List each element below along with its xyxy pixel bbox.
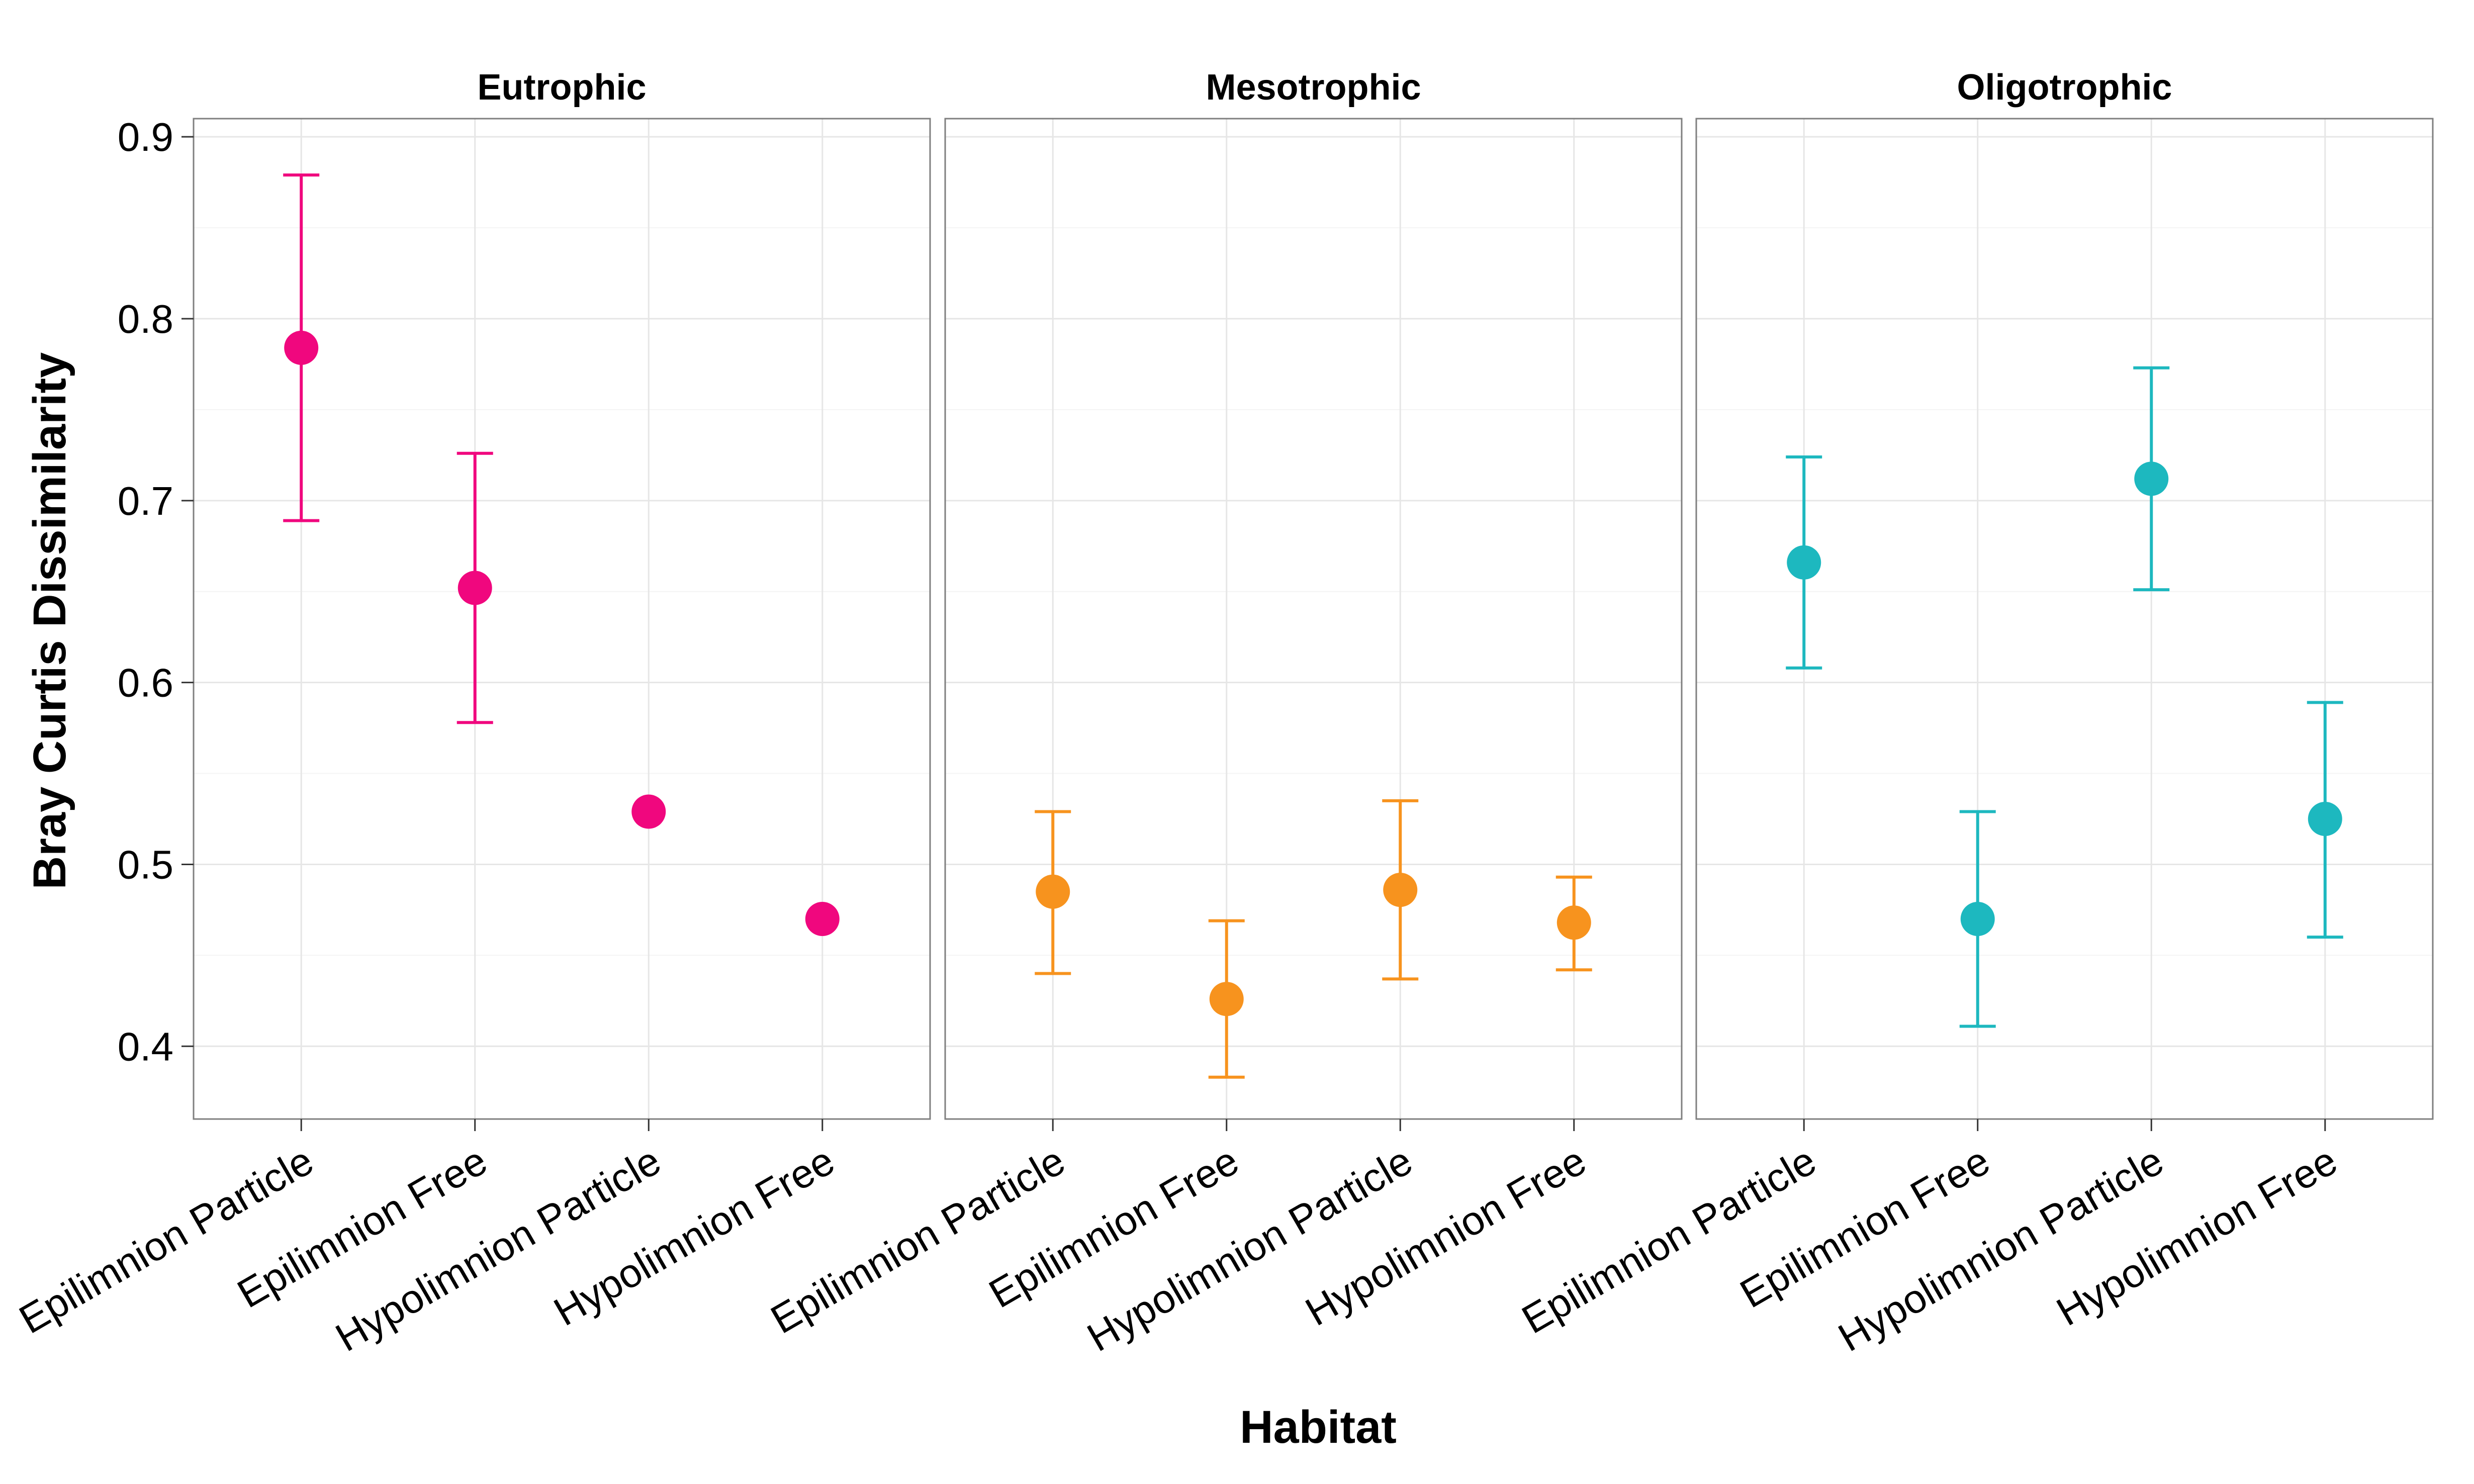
x-tick-label: Hypolimnion Free (2049, 1138, 2344, 1335)
data-point (2308, 802, 2342, 836)
y-tick-label: 0.7 (118, 479, 173, 523)
x-tick-label: Hypolimnion Particle (1080, 1138, 1420, 1360)
data-point (284, 330, 319, 365)
x-tick-label: Epilimnion Particle (12, 1138, 320, 1342)
data-point (1960, 902, 1995, 936)
data-point (805, 902, 840, 936)
data-point (457, 571, 492, 605)
data-point (1036, 874, 1070, 909)
panel-background (193, 118, 931, 1120)
panel-background (1695, 118, 2434, 1120)
y-tick-label: 0.6 (118, 661, 173, 705)
data-point (1383, 873, 1418, 907)
data-point (1556, 905, 1591, 940)
y-tick-label: 0.5 (118, 842, 173, 887)
y-tick-label: 0.4 (118, 1024, 173, 1069)
y-axis: 0.4 0.5 0.6 0.7 0.8 0.9 (118, 115, 194, 1069)
facet-label: Eutrophic (478, 67, 647, 108)
data-point (631, 794, 666, 829)
panel-background (944, 118, 1683, 1120)
y-axis-title: Bray Curtis Dissimilarity (24, 352, 75, 890)
y-tick-label: 0.9 (118, 115, 173, 159)
x-tick-label: Hypolimnion Particle (328, 1138, 668, 1360)
y-tick-label: 0.8 (118, 297, 173, 341)
panel-border (1695, 118, 2434, 1120)
x-tick-label: Hypolimnion Particle (1831, 1138, 2171, 1360)
x-axis-title: Habitat (1240, 1402, 1397, 1453)
panel-border (944, 118, 1683, 1120)
panel-border (193, 118, 931, 1120)
facet-label: Oligotrophic (1957, 67, 2172, 108)
facet-label: Mesotrophic (1206, 67, 1421, 108)
data-point (1209, 982, 1244, 1016)
data-point (2134, 461, 2169, 496)
data-point (1787, 545, 1821, 580)
